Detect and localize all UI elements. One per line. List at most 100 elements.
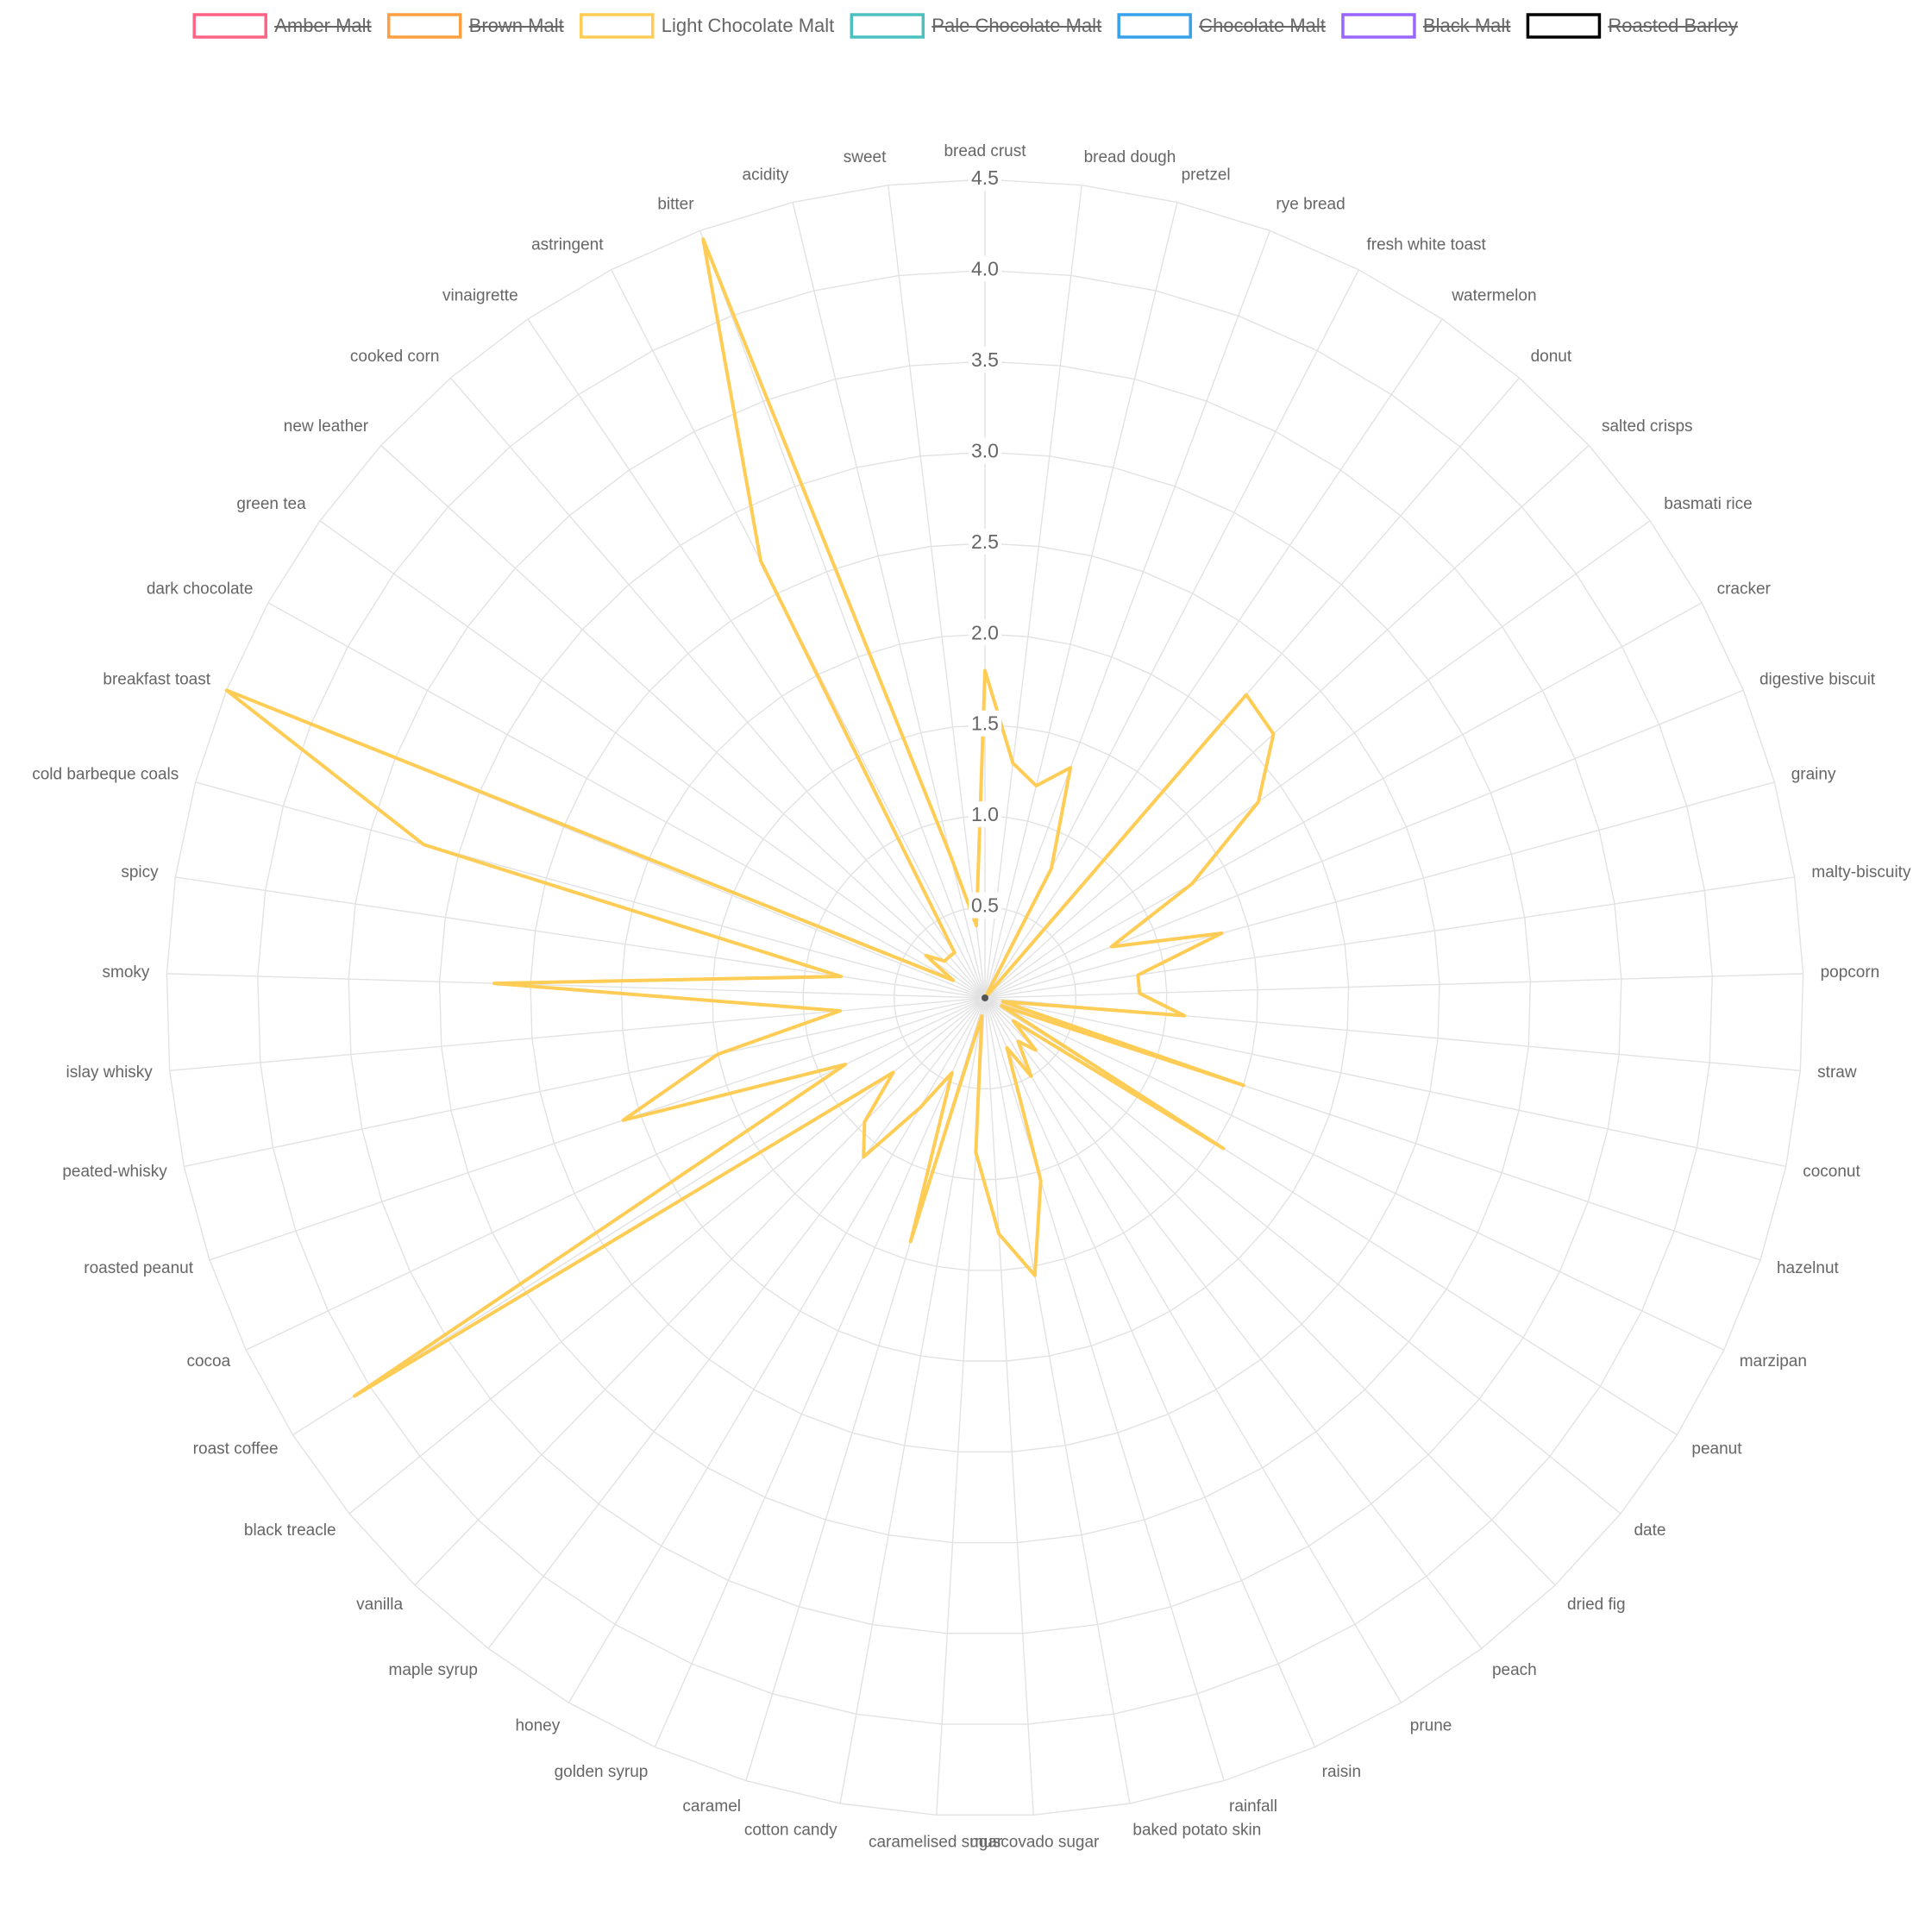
legend-swatch: [579, 13, 655, 39]
tick: 4.0: [969, 255, 1001, 282]
grid-line: [712, 724, 1258, 1271]
tick-backdrop: [969, 710, 1001, 737]
point-label: maple syrup: [389, 1661, 479, 1679]
legend-swatch: [386, 13, 462, 39]
point-label: donut: [1531, 348, 1572, 366]
point-label: breakfast toast: [103, 670, 210, 688]
point-label: astringent: [531, 235, 604, 254]
tick-backdrop: [969, 528, 1001, 555]
spoke: [699, 230, 986, 999]
spoke: [527, 318, 986, 999]
spoke: [984, 318, 1443, 999]
grid-line: [620, 633, 1350, 1362]
legend-swatch: [1526, 13, 1602, 39]
tick-backdrop: [969, 892, 1001, 919]
tick: 2.0: [969, 619, 1001, 646]
point-label: green tea: [236, 495, 306, 513]
legend-item[interactable]: Chocolate Malt: [1117, 13, 1326, 39]
legend-item[interactable]: Roasted Barley: [1526, 13, 1738, 39]
r-tick-label: 4.5: [971, 166, 999, 189]
point-label: digestive biscuit: [1760, 670, 1876, 688]
spoke: [319, 520, 986, 999]
legend-swatch: [850, 13, 925, 39]
spoke: [414, 997, 986, 1586]
point-label: honey: [515, 1717, 560, 1735]
legend-item[interactable]: Black Malt: [1341, 13, 1511, 39]
grid-line: [530, 543, 1440, 1453]
tick-backdrop: [969, 346, 1001, 373]
spoke: [984, 444, 1590, 999]
point-label: cracker: [1717, 580, 1772, 598]
r-tick-label: 1.5: [971, 712, 999, 735]
spoke: [380, 444, 986, 999]
r-tick-label: 3.0: [971, 439, 999, 461]
point-label: peach: [1492, 1661, 1537, 1679]
point-label: cooked corn: [350, 348, 440, 366]
point-label: cocoa: [186, 1352, 230, 1371]
tick-backdrop: [969, 801, 1001, 828]
legend-swatch: [1341, 13, 1416, 39]
spoke: [348, 997, 986, 1515]
legend-item[interactable]: Pale Chocolate Malt: [850, 13, 1102, 39]
point-label: spicy: [121, 863, 159, 881]
r-tick-label: 0.5: [971, 894, 999, 917]
point-label: pretzel: [1182, 166, 1231, 184]
legend-label: Black Malt: [1423, 15, 1510, 36]
center: [982, 994, 988, 1001]
spoke: [245, 997, 986, 1351]
tick: 1.0: [969, 801, 1001, 828]
legend-label: Chocolate Malt: [1199, 15, 1326, 36]
point-label: hazelnut: [1777, 1259, 1840, 1277]
point-label: sweet: [844, 148, 887, 166]
spoke: [984, 997, 1483, 1649]
grid-line: [257, 269, 1713, 1725]
spoke: [984, 876, 1795, 999]
legend-item[interactable]: Brown Malt: [386, 13, 564, 39]
legend-swatch: [192, 13, 267, 39]
point-label: bread crust: [944, 142, 1026, 160]
spoke: [984, 997, 1034, 1816]
point-label: prune: [1410, 1717, 1452, 1735]
legend-item[interactable]: Light Chocolate Malt: [579, 13, 835, 39]
r-tick-label: 3.5: [971, 348, 999, 371]
point-label: dried fig: [1567, 1596, 1626, 1614]
r-tick-label: 1.0: [971, 803, 999, 825]
legend-label: Light Chocolate Malt: [662, 15, 835, 36]
spoke: [984, 997, 1402, 1703]
point-label: bitter: [657, 195, 694, 213]
point-label: watermelon: [1451, 286, 1536, 304]
spoke: [568, 997, 986, 1703]
spoke: [984, 185, 1082, 999]
grid-line: [438, 451, 1532, 1544]
grid-line: [348, 361, 1622, 1634]
spoke: [654, 997, 986, 1747]
r-tick-label: 4.0: [971, 258, 999, 280]
point-label: dark chocolate: [147, 580, 254, 598]
tick: 0.5: [969, 892, 1001, 919]
grid-line: [166, 179, 1804, 1816]
point-label: fresh white toast: [1366, 235, 1486, 254]
spoke: [984, 997, 1786, 1168]
spoke: [984, 689, 1744, 999]
data-line: [224, 237, 1276, 1398]
point-label: roasted peanut: [84, 1259, 193, 1277]
point-label: cotton candy: [744, 1822, 837, 1840]
spoke: [984, 602, 1703, 999]
point-label: malty-biscuity: [1811, 863, 1911, 881]
spoke: [267, 602, 986, 999]
tick-backdrop: [969, 437, 1001, 464]
legend-label: Pale Chocolate Malt: [932, 15, 1101, 36]
tick-backdrop: [969, 619, 1001, 646]
spoke: [984, 520, 1651, 999]
point-label: new leather: [284, 417, 369, 436]
legend-item[interactable]: Amber Malt: [192, 13, 372, 39]
point-label: bread dough: [1084, 148, 1176, 166]
spoke: [984, 781, 1775, 999]
tick-backdrop: [969, 165, 1001, 191]
spoke: [984, 997, 1316, 1747]
point-label: baked potato skin: [1132, 1822, 1261, 1840]
point-label: salted crisps: [1602, 417, 1693, 436]
spoke: [984, 997, 1225, 1781]
point-label: basmati rice: [1664, 495, 1752, 513]
